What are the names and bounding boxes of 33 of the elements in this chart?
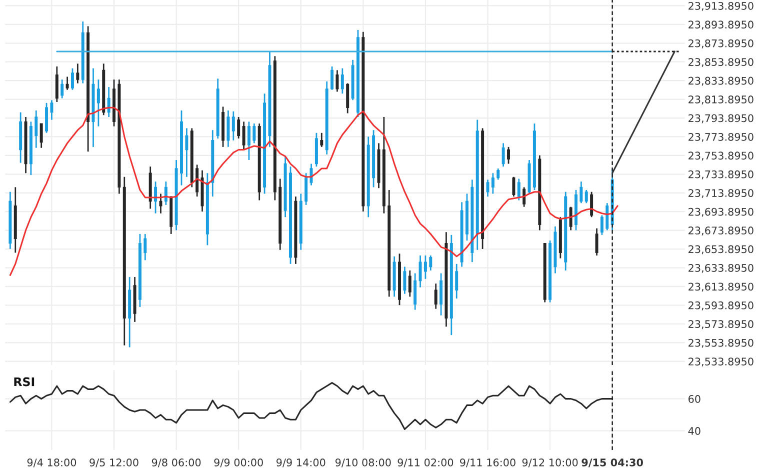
y-tick-label: 40 <box>688 427 700 435</box>
y-tick-label: 23,533.8950 <box>688 358 754 367</box>
x-tick-label: 9/12 10:00 <box>522 458 578 468</box>
y-tick-label: 23,593.8950 <box>688 301 754 310</box>
y-tick-label: 23,893.8950 <box>688 20 754 30</box>
y-tick-label: 23,753.8950 <box>688 152 754 161</box>
x-tick-label: 9/10 08:00 <box>335 458 391 468</box>
x-tick-label: 9/15 04:30 <box>582 458 643 468</box>
y-tick-label: 23,713.8950 <box>688 189 754 198</box>
x-tick-label: 9/11 02:00 <box>398 458 454 468</box>
y-tick-label: 23,573.8950 <box>688 320 754 330</box>
y-tick-label: 23,773.8950 <box>688 132 754 142</box>
y-tick-label: 23,793.8950 <box>688 114 754 124</box>
y-tick-label: 60 <box>688 395 700 403</box>
y-tick-label: 23,873.8950 <box>688 39 754 48</box>
x-tick-label: 9/4 18:00 <box>27 458 76 468</box>
y-tick-label: 23,733.8950 <box>688 170 754 180</box>
x-tick-label: 9/9 00:00 <box>214 458 263 468</box>
x-tick-label: 9/11 16:00 <box>460 458 516 468</box>
y-tick-label: 23,833.8950 <box>688 76 754 86</box>
y-tick-label: 23,853.8950 <box>688 58 754 68</box>
y-tick-label: 23,553.8950 <box>688 338 754 348</box>
y-tick-label: 23,913.8950 <box>688 2 754 11</box>
chart-title: RSI <box>14 377 34 386</box>
y-tick-label: 23,673.8950 <box>688 226 754 236</box>
x-tick-label: 9/9 14:00 <box>276 458 326 468</box>
y-tick-label: 23,813.8950 <box>688 96 754 104</box>
x-tick-label: 9/5 12:00 <box>90 458 138 468</box>
y-tick-label: 23,693.8950 <box>688 208 754 217</box>
y-tick-label: 23,633.8950 <box>688 264 754 273</box>
y-tick-label: 23,613.8950 <box>688 282 754 292</box>
x-tick-label: 9/8 06:00 <box>152 458 201 468</box>
y-tick-label: 23,653.8950 <box>688 245 754 254</box>
